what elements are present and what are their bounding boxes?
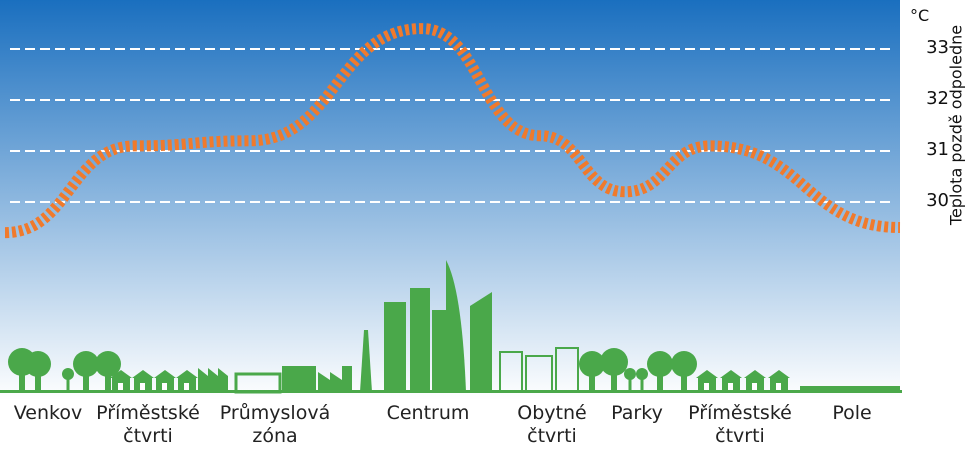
tree-trunk [83,372,89,392]
y-tick-label: 31 [926,139,949,160]
skyscraper [470,292,492,392]
tree [600,348,628,376]
tree [647,351,673,377]
tree [579,351,605,377]
category-label: Centrum [386,402,470,424]
tree-trunk [35,372,41,392]
category-label: Příměstské čtvrti [96,402,200,447]
gridlines [10,48,890,203]
unit-label: °C [910,6,930,25]
category-label: Venkov [13,402,83,424]
tree [671,351,697,377]
tree [95,351,121,377]
ground-line [0,390,902,393]
y-tick-label: 32 [926,88,949,109]
category-label: Příměstské čtvrti [688,402,792,447]
small-tree [624,368,636,380]
small-tree-trunk [640,378,644,392]
house-door [728,383,733,392]
tree-trunk [19,370,25,392]
house-door [704,383,709,392]
tree-trunk [657,372,663,392]
house-door [140,383,145,392]
tree-trunk [611,370,617,392]
skyscraper [432,310,446,392]
y-tick-label: 33 [926,37,949,58]
tree-trunk [105,372,111,392]
house-door [752,383,757,392]
house-roof [176,370,198,378]
curved-skyscraper [446,260,466,392]
house-roof [720,370,742,378]
factory [198,368,228,392]
house-roof [744,370,766,378]
tree [73,351,99,377]
small-tree [636,368,648,380]
category-label: Průmyslová zóna [219,402,331,447]
small-tree-trunk [66,378,70,392]
small-tree [62,368,74,380]
skyscraper [410,288,430,392]
factory [318,366,352,392]
warehouse-block [282,366,316,392]
tree-trunk [589,372,595,392]
category-label: Obytné čtvrti [517,402,587,447]
category-label: Parky [611,402,663,424]
house-roof [132,370,154,378]
y-tick-label: 30 [926,190,949,211]
house-door [118,383,123,392]
house-roof [768,370,790,378]
house-roof [154,370,176,378]
category-label: Pole [832,402,872,424]
tower-spire [360,330,372,392]
tree-trunk [681,372,687,392]
house-door [162,383,167,392]
house-door [776,383,781,392]
city-skyline [0,260,902,394]
tree [25,351,51,377]
grass-field [800,386,900,392]
skyscraper [384,302,406,392]
temperature-curve [4,23,901,239]
house-door [184,383,189,392]
house-roof [696,370,718,378]
y-axis-label: Teplota pozdě odpoledne [946,24,966,226]
small-tree-trunk [628,378,632,392]
house-roof [110,370,132,378]
